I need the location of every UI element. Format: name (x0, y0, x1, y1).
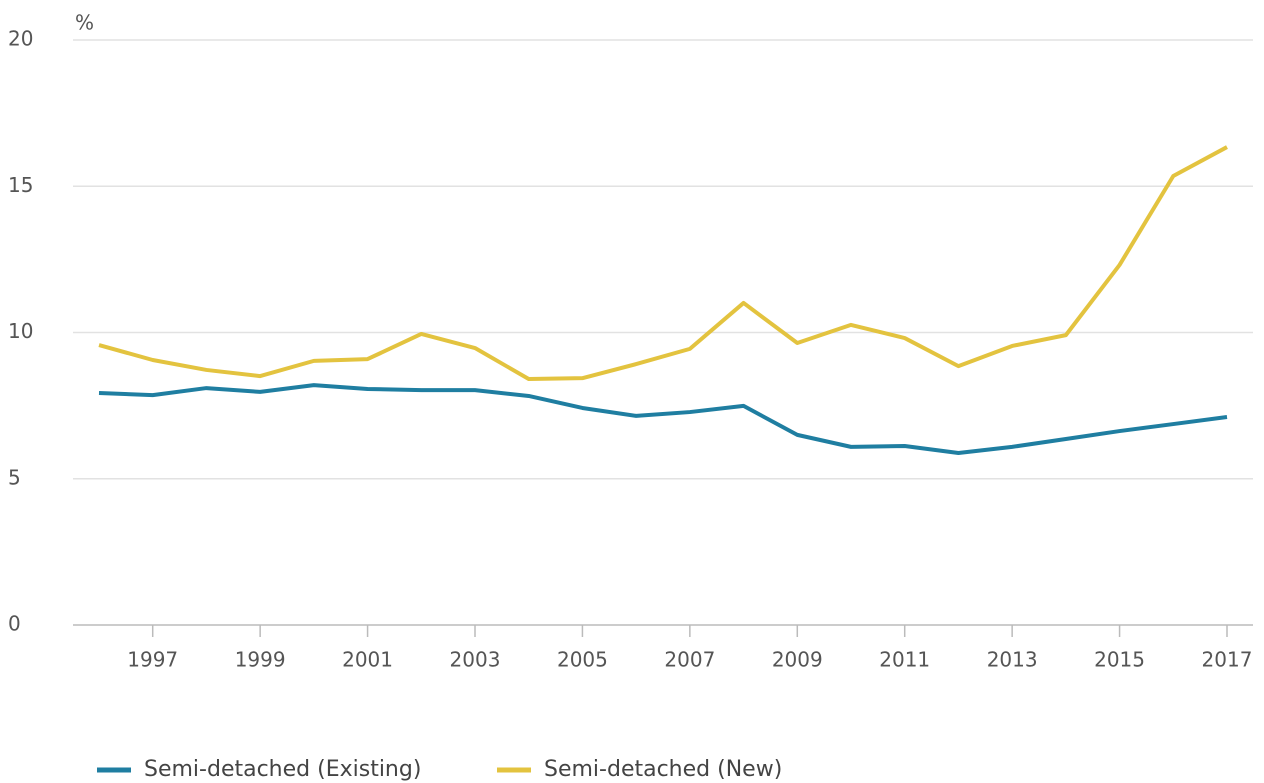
legend-label: Semi-detached (Existing) (144, 757, 421, 782)
x-tick-label: 2017 (1202, 648, 1253, 672)
y-tick-label: 10 (8, 319, 33, 343)
legend-label: Semi-detached (New) (544, 757, 782, 782)
x-tick-label: 2013 (987, 648, 1038, 672)
x-tick-label: 2007 (664, 648, 715, 672)
y-tick-label: 5 (8, 465, 21, 489)
y-tick-label: 15 (8, 173, 33, 197)
x-tick-label: 1997 (127, 648, 178, 672)
x-tick-label: 2009 (772, 648, 823, 672)
x-tick-label: 2001 (342, 648, 393, 672)
y-axis-label: % (75, 11, 94, 35)
x-tick-label: 2003 (450, 648, 501, 672)
y-tick-label: 20 (8, 27, 33, 51)
y-tick-label: 0 (8, 612, 21, 636)
series-line (98, 145, 1228, 382)
legend: Semi-detached (Existing) Semi-detached (N… (97, 757, 782, 782)
x-tick-label: 1999 (235, 648, 286, 672)
x-tick-label: 2005 (557, 648, 608, 672)
x-tick-label: 2011 (879, 648, 930, 672)
x-tick-label: 2015 (1094, 648, 1145, 672)
series-line (98, 383, 1228, 456)
